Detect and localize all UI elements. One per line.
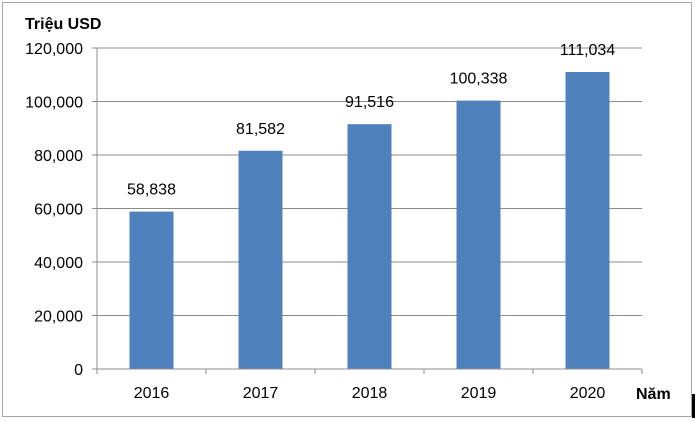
y-tick-label: 100,000 — [25, 95, 83, 112]
bar — [347, 124, 392, 369]
data-label: 100,338 — [450, 71, 508, 88]
data-label: 91,516 — [345, 94, 394, 111]
y-tick-label: 80,000 — [34, 148, 83, 165]
x-tick-label: 2016 — [134, 385, 170, 402]
x-tick-label: 2020 — [570, 385, 606, 402]
data-label: 111,034 — [560, 42, 616, 59]
edge-mark — [692, 394, 695, 418]
bar — [456, 100, 501, 369]
x-tick-label: 2018 — [352, 385, 388, 402]
y-tick-label: 60,000 — [34, 202, 83, 219]
y-tick-label: 40,000 — [34, 255, 83, 272]
bar — [565, 71, 610, 370]
y-tick-label: 20,000 — [34, 309, 83, 326]
y-tick-label: 0 — [74, 362, 83, 379]
data-label: 58,838 — [127, 182, 176, 199]
x-tick-labels: 2016 2017 2018 2019 2020 — [134, 385, 606, 402]
bar — [129, 211, 174, 369]
y-tick-label: 120,000 — [25, 41, 83, 58]
bar — [238, 150, 283, 369]
bars — [129, 71, 610, 370]
x-axis-title: Năm — [636, 386, 671, 403]
y-axis-title: Triệu USD — [25, 16, 102, 33]
axes — [96, 48, 643, 374]
x-tick-label: 2019 — [461, 385, 497, 402]
y-tick-labels: 0 20,000 40,000 60,000 80,000 100,000 120,000 — [25, 41, 83, 379]
data-label: 81,582 — [236, 121, 285, 138]
value-labels: 58,838 81,582 91,516 100,338 111,034 — [127, 42, 615, 199]
x-tick-label: 2017 — [243, 385, 279, 402]
